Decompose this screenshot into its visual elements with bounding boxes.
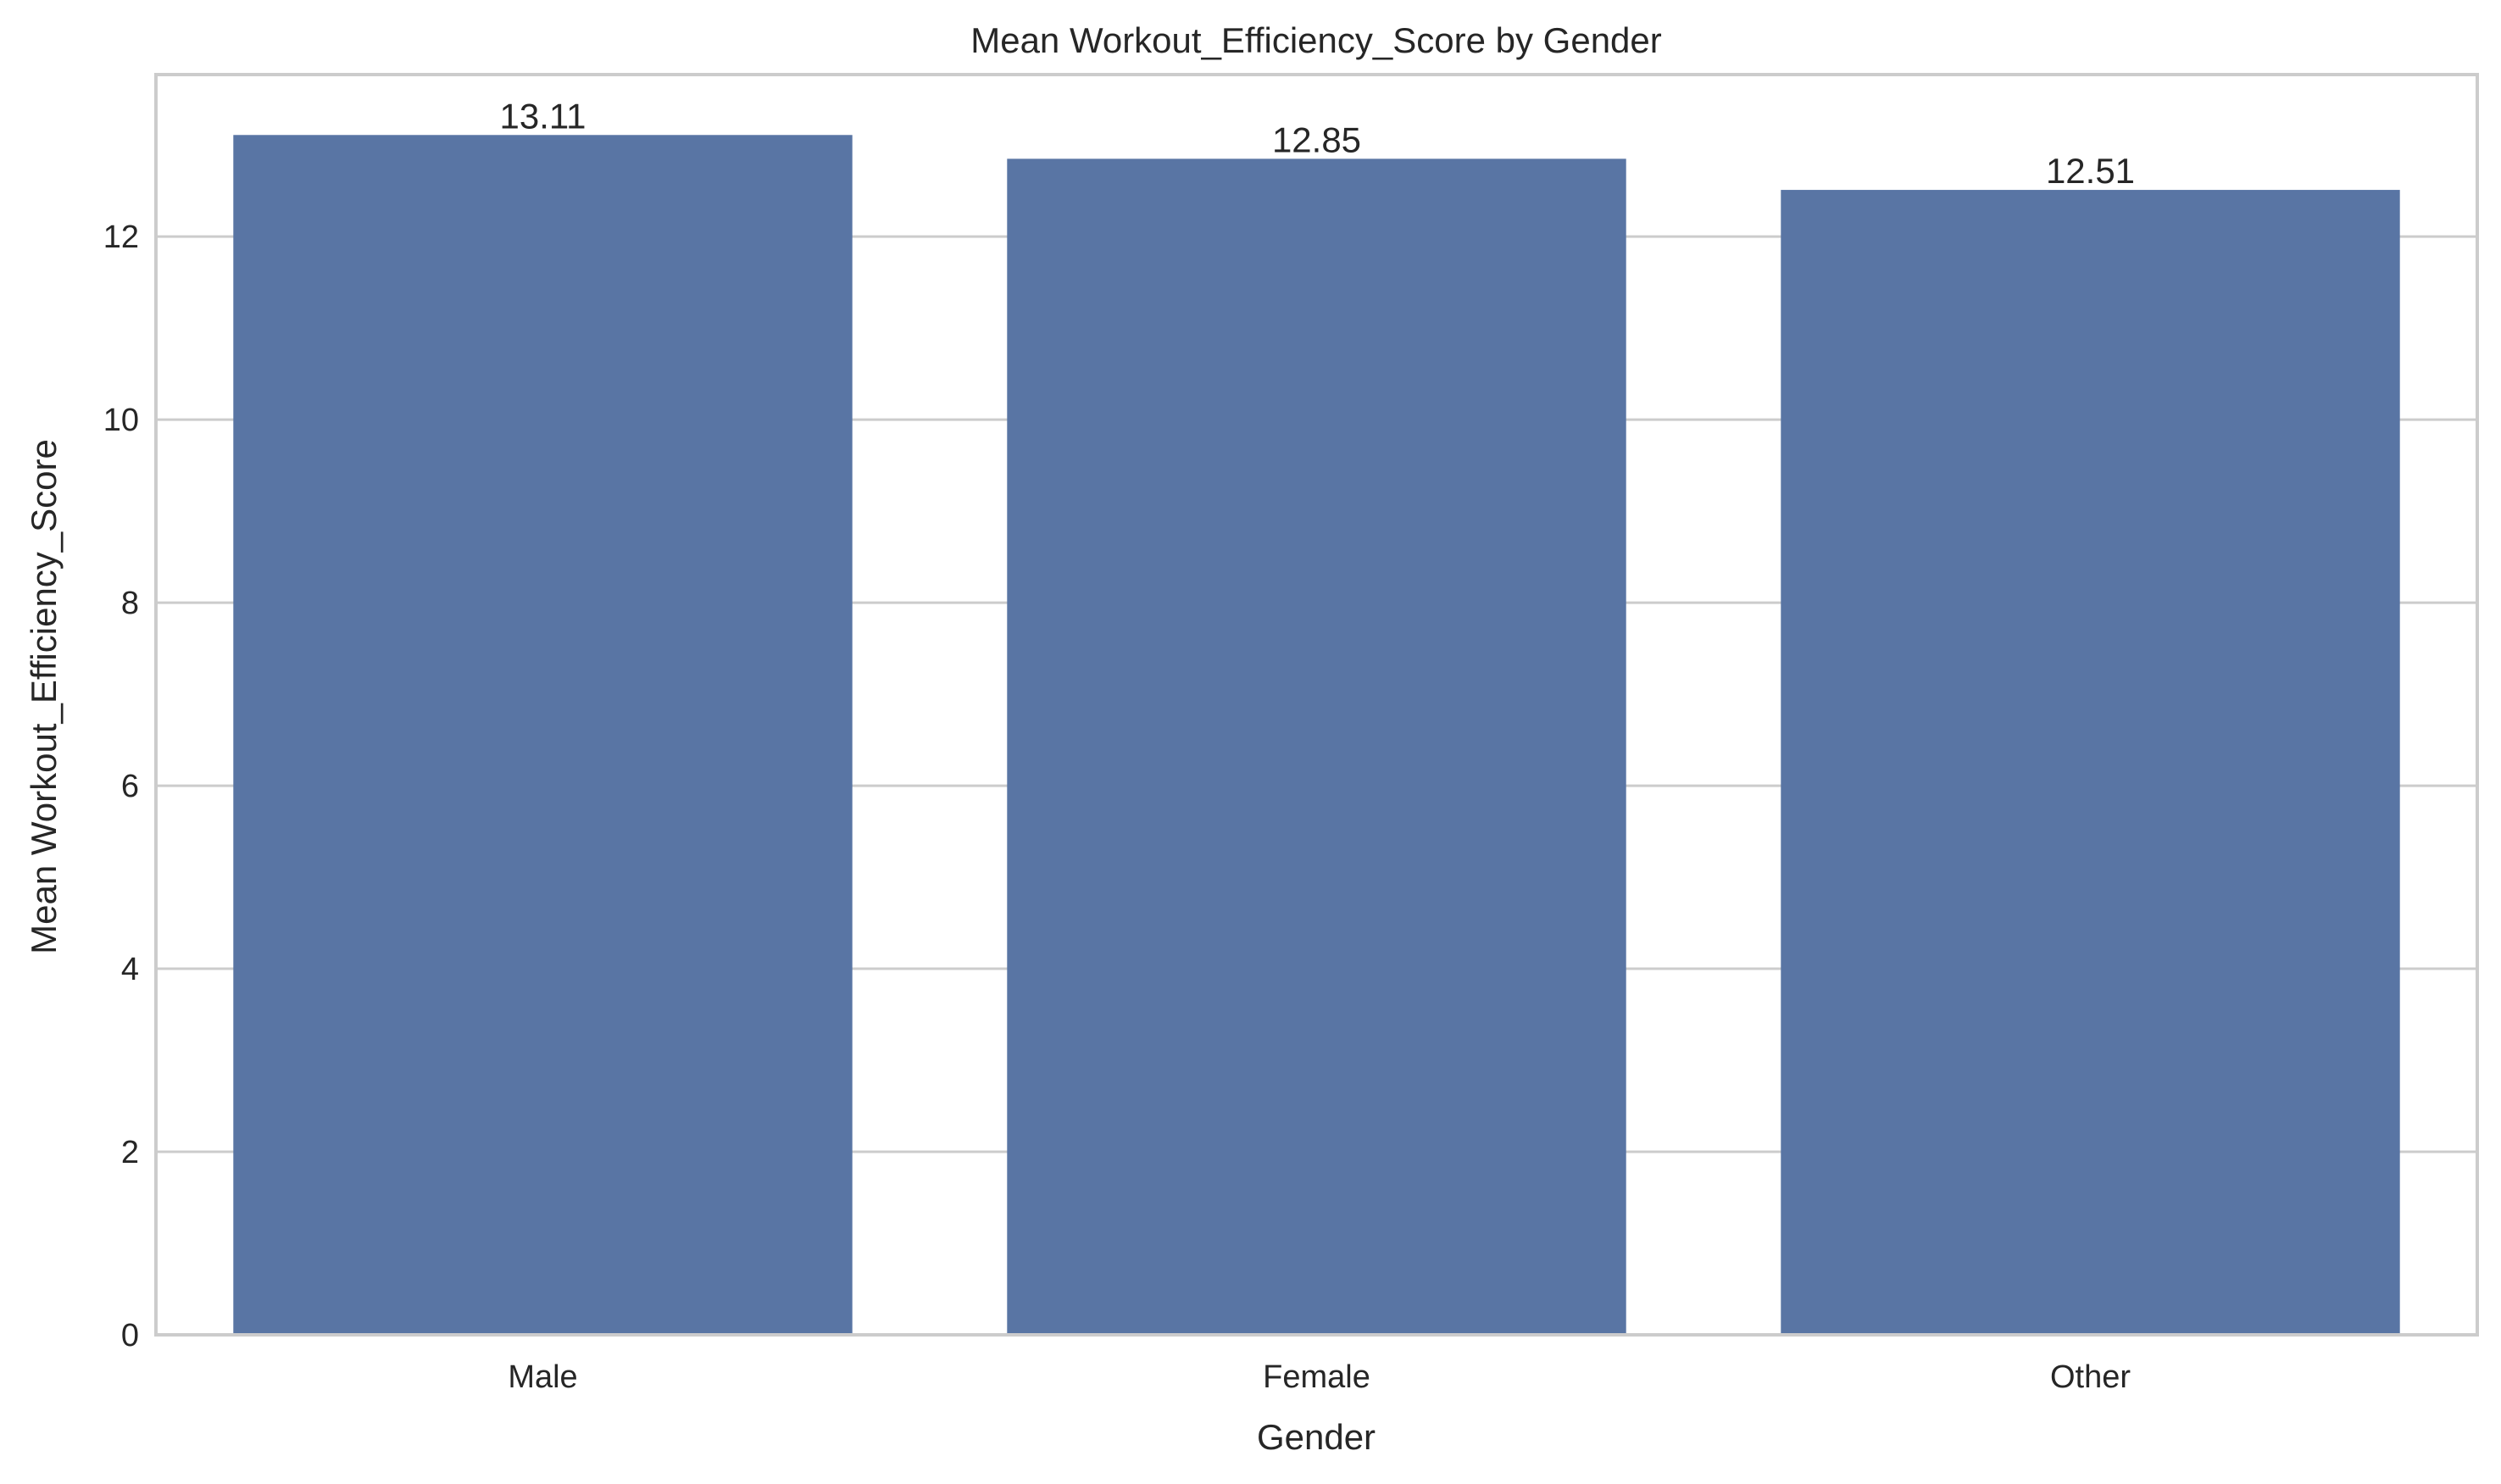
y-tick-label: 2	[121, 1135, 139, 1170]
data-labels: 13.11 12.85 12.51	[500, 96, 2136, 191]
x-tick-label-female: Female	[1263, 1359, 1370, 1395]
bar-male	[233, 135, 853, 1335]
y-tick-label: 8	[121, 586, 139, 621]
x-tick-label-male: Male	[508, 1359, 577, 1395]
y-tick-label: 12	[103, 220, 139, 255]
chart-title: Mean Workout_Efficiency_Score by Gender	[970, 20, 1662, 60]
y-tick-label: 6	[121, 769, 139, 804]
data-label-male: 13.11	[500, 96, 586, 136]
y-tick-label: 10	[103, 403, 139, 438]
y-axis-ticks: 0 2 4 6 8 10 12	[103, 220, 139, 1353]
y-axis-label: Mean Workout_Efficiency_Score	[24, 439, 64, 954]
bar-other	[1781, 190, 2400, 1336]
bars	[233, 135, 2400, 1336]
data-label-female: 12.85	[1272, 119, 1361, 159]
data-label-other: 12.51	[2046, 151, 2135, 191]
x-axis-label: Gender	[1257, 1417, 1376, 1457]
x-axis-ticks: Male Female Other	[508, 1359, 2131, 1395]
bar-female	[1007, 158, 1626, 1335]
x-tick-label-other: Other	[2050, 1359, 2131, 1395]
y-tick-label: 4	[121, 952, 139, 987]
y-tick-label: 0	[121, 1318, 139, 1353]
plot-frame	[154, 73, 2479, 1337]
